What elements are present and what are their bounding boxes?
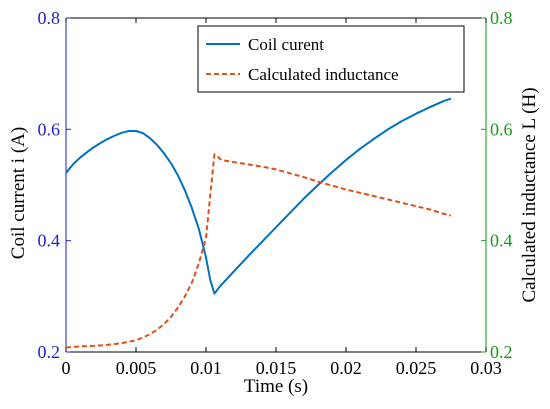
legend-box xyxy=(197,25,465,93)
legend-label: Coil curent xyxy=(248,35,324,54)
left-y-tick-label: 0.6 xyxy=(38,119,61,139)
x-tick-label: 0.02 xyxy=(330,358,362,378)
x-tick-label: 0 xyxy=(62,358,71,378)
x-tick-label: 0.025 xyxy=(396,358,437,378)
left-y-axis-title: Coil current i (A) xyxy=(8,127,29,259)
series-line-coil-current xyxy=(65,97,452,295)
right-y-axis-title: Calculated inductance L (H) xyxy=(519,87,540,302)
x-tick-label: 0.01 xyxy=(190,358,222,378)
series-layer xyxy=(65,97,452,349)
x-tick-label: 0.005 xyxy=(116,358,157,378)
x-axis-title: Time (s) xyxy=(244,376,308,397)
right-y-tick-label: 0.2 xyxy=(490,342,513,362)
series-line-calculated-inductance xyxy=(65,153,452,349)
x-tick-label: 0.03 xyxy=(470,358,502,378)
axes-layer: 0 0.005 0.01 0.015 0.02 0.025 0.030.20.40.60.8… xyxy=(38,8,513,378)
left-y-tick-label: 0.8 xyxy=(38,8,61,28)
left-y-tick-label: 0.2 xyxy=(38,342,61,362)
right-y-tick-label: 0.8 xyxy=(490,8,513,28)
left-y-tick-label: 0.4 xyxy=(38,231,61,251)
legend-label: Calculated inductance xyxy=(248,65,399,84)
legend: Coil curent Calculated inductance xyxy=(197,25,465,93)
axis-titles: Time (s) Coil current i (A) Calculated i… xyxy=(8,87,540,397)
right-y-tick-label: 0.6 xyxy=(490,119,513,139)
x-tick-label: 0.015 xyxy=(256,358,297,378)
right-y-tick-label: 0.4 xyxy=(490,231,513,251)
